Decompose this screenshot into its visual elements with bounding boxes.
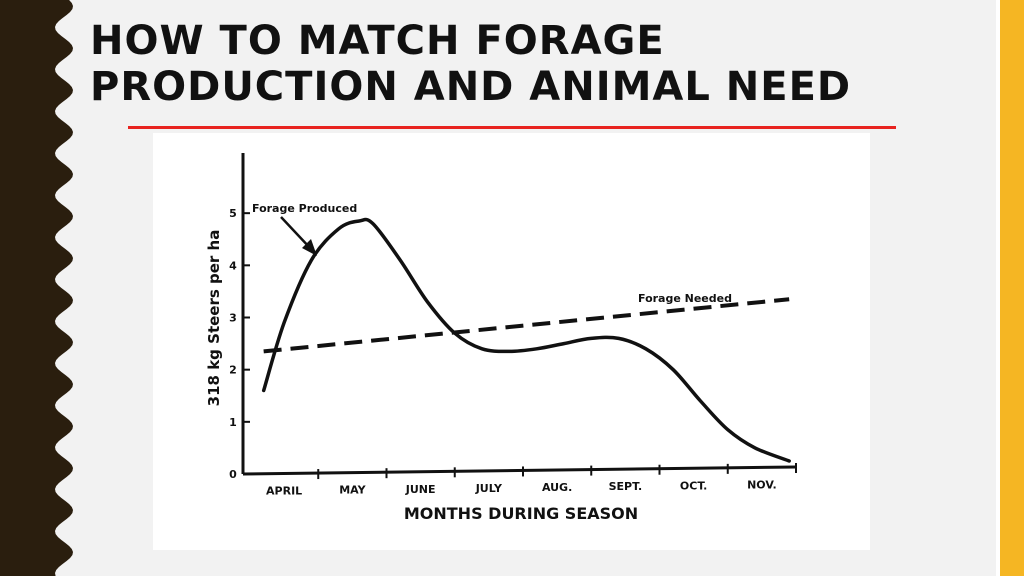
title-underline [128,126,896,129]
y-axis-title: 318 kg Steers per ha [205,230,223,407]
chart-panel: 0 1 2 3 4 5 APRIL MAY JUNE JULY AUG. SEPT. OCT. NOV. M… [153,133,870,550]
x-tick-label: JUNE [405,483,436,496]
series-forage-needed [263,297,790,354]
y-tick-label: 1 [229,416,237,429]
annotation-arrow-shaft [280,216,312,250]
x-tick-label: SEPT. [609,480,643,493]
x-tick-label: OCT. [680,479,707,492]
accent-band [1000,0,1024,576]
x-tick-label: NOV. [747,478,777,491]
annotation-arrow-head [302,239,317,256]
y-tick-label: 4 [229,259,237,272]
series-forage-produced [261,217,791,463]
y-tick-label: 5 [229,207,237,220]
x-axis-line [242,465,797,476]
annotation-forage-produced: Forage Produced [252,202,357,215]
x-tick-label: JULY [475,482,503,495]
x-tick-label: MAY [339,484,366,497]
forage-chart: 0 1 2 3 4 5 APRIL MAY JUNE JULY AUG. SEPT. OCT. NOV. M… [205,153,797,523]
x-tick-label: AUG. [542,481,572,494]
x-tick-label: APRIL [266,484,302,497]
y-tick-label: 3 [229,312,237,325]
x-axis-title: MONTHS DURING SEASON [404,504,638,523]
annotation-forage-needed: Forage Needed [638,292,732,305]
accent-gap [996,0,1000,576]
y-tick-label: 2 [229,364,237,377]
slide-title: HOW TO MATCH FORAGE PRODUCTION AND ANIMA… [90,18,852,110]
y-tick-label: 0 [229,468,237,481]
decorative-wavy-band [0,0,73,576]
